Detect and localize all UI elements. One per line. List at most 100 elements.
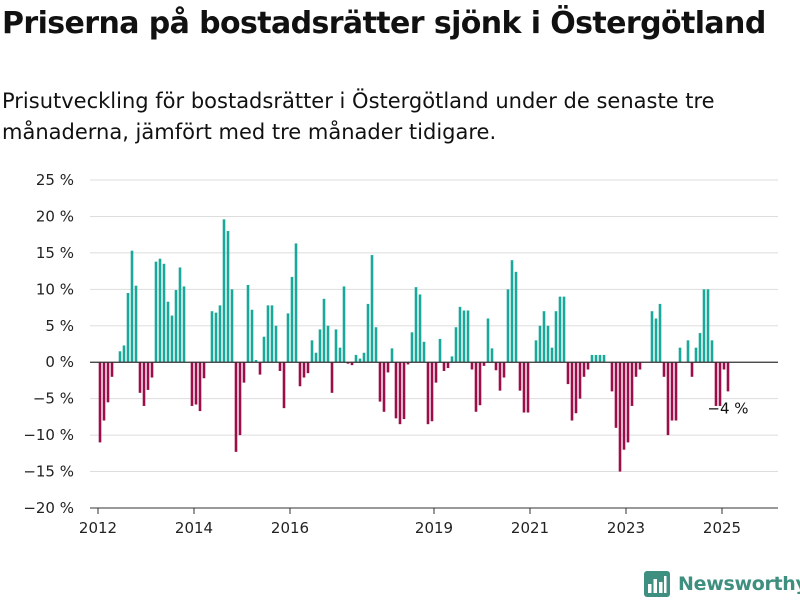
bar: [398, 362, 402, 425]
bar: [726, 362, 730, 392]
bar: [686, 340, 690, 363]
bar: [390, 348, 394, 363]
brand-name: Newsworthy: [678, 573, 800, 595]
y-tick-label: −15 %: [23, 463, 74, 481]
bar: [550, 347, 554, 363]
bar: [498, 362, 502, 391]
bar: [286, 313, 290, 363]
bar: [410, 332, 414, 363]
bar: [406, 362, 410, 365]
bar: [582, 362, 586, 377]
x-tick-label: 2012: [79, 519, 117, 537]
bar: [694, 347, 698, 363]
bar: [594, 354, 598, 363]
bar: [234, 362, 238, 452]
bar: [658, 303, 662, 363]
bar: [394, 362, 398, 419]
bar: [246, 284, 250, 363]
bar-chart-logo-icon: [644, 571, 670, 597]
x-tick-label: 2025: [703, 519, 741, 537]
y-tick-label: 15 %: [36, 244, 74, 262]
bar: [162, 263, 166, 363]
bar: [226, 231, 230, 363]
bar: [366, 303, 370, 363]
x-tick-label: 2014: [175, 519, 213, 537]
y-tick-label: 5 %: [45, 317, 74, 335]
bar: [434, 362, 438, 383]
bar: [630, 362, 634, 406]
y-tick-label: −5 %: [33, 390, 74, 408]
bar: [710, 340, 714, 363]
bar: [622, 362, 626, 450]
x-tick-label: 2023: [607, 519, 645, 537]
bar: [142, 362, 146, 406]
bar: [614, 362, 618, 428]
chart-subtitle: Prisutveckling för bostadsrätter i Öster…: [2, 89, 715, 144]
bar: [106, 362, 110, 403]
bar: [338, 347, 342, 363]
bar: [590, 354, 594, 363]
bar: [546, 325, 550, 363]
bar: [422, 341, 426, 363]
bar: [650, 311, 654, 363]
bar: [534, 340, 538, 363]
bar: [678, 347, 682, 363]
bar: [202, 362, 206, 379]
bar: [542, 311, 546, 363]
bar: [454, 327, 458, 363]
brand-logo: Newsworthy: [644, 569, 800, 599]
bar: [378, 362, 382, 402]
bar: [374, 327, 378, 363]
y-tick-label: −20 %: [23, 499, 74, 517]
bar: [638, 362, 642, 370]
bar: [222, 219, 226, 363]
bar: [270, 305, 274, 363]
bar: [346, 362, 350, 364]
bar: [526, 362, 530, 413]
bar: [262, 336, 266, 363]
bar: [170, 315, 174, 363]
bar: [602, 354, 606, 363]
bar: [478, 362, 482, 406]
x-tick-label: 2016: [271, 519, 309, 537]
bar: [362, 352, 366, 363]
bar: [138, 362, 142, 393]
bar: [578, 362, 582, 399]
bar: [486, 318, 490, 363]
bar: [414, 287, 418, 363]
bar: [134, 285, 138, 363]
bar: [210, 311, 214, 363]
bar: [722, 362, 726, 370]
bar: [634, 362, 638, 377]
x-tick-label: 2019: [415, 519, 453, 537]
bar: [662, 362, 666, 377]
bar: [294, 243, 298, 363]
bar: [354, 354, 358, 363]
y-tick-label: 10 %: [36, 280, 74, 298]
bar: [462, 310, 466, 363]
bar: [558, 296, 562, 363]
bar: [574, 362, 578, 414]
bar: [702, 289, 706, 363]
bar: [302, 362, 306, 378]
bar: [566, 362, 570, 385]
bar: [98, 362, 102, 443]
bar: [482, 362, 486, 366]
bar: [470, 362, 474, 370]
bar: [430, 362, 434, 422]
bar: [266, 305, 270, 363]
bar: [438, 338, 442, 363]
bar: [326, 325, 330, 363]
bar: [350, 362, 354, 366]
bar: [522, 362, 526, 413]
bar: [322, 298, 326, 363]
bar: [118, 351, 122, 363]
y-axis-tick-labels: 25 % 20 % 15 % 10 % 5 % 0 % −5 % −10 % −15 % −20 …: [23, 171, 74, 517]
bar: [230, 289, 234, 363]
bar: [198, 362, 202, 412]
bar: [698, 333, 702, 363]
bar: [242, 362, 246, 383]
bar: [146, 362, 150, 390]
bar: [154, 261, 158, 363]
bar: [554, 311, 558, 363]
